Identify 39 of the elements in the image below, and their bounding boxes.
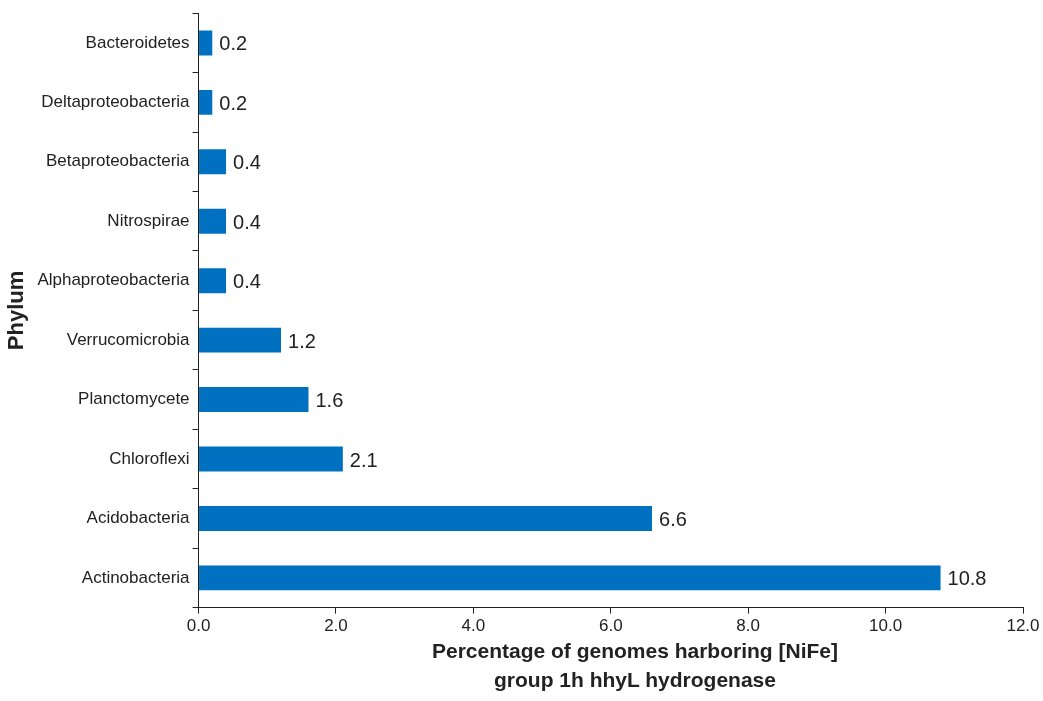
bar — [199, 149, 227, 175]
y-tick-label: Nitrospirae — [107, 210, 190, 230]
data-label: 2.1 — [349, 448, 378, 471]
y-tick-label: Betaproteobacteria — [45, 151, 191, 171]
x-axis-title: Percentage of genomes harboring [NiFe] group 1h hhyL hydrogenase — [430, 638, 840, 693]
data-label: 0.4 — [233, 151, 261, 174]
y-tick-label: Bacteroidetes — [85, 32, 190, 52]
x-tick-label: 12.0 — [1006, 616, 1040, 636]
bar — [199, 327, 282, 353]
data-label: 0.2 — [219, 91, 248, 114]
y-tick-label: Planctomycete — [78, 389, 190, 409]
bar — [199, 565, 941, 591]
bar — [199, 505, 652, 531]
y-tick-label: Deltaproteobacteria — [41, 92, 191, 112]
x-tick-label: 2.0 — [324, 616, 348, 636]
x-tick-label: 0.0 — [186, 616, 211, 636]
y-tick-label: Chloroflexi — [109, 448, 190, 468]
bar — [199, 387, 309, 413]
y-axis-title: Phylum — [3, 270, 29, 351]
bar — [199, 208, 227, 234]
data-label: 0.4 — [233, 210, 261, 233]
y-tick-label: Acidobacteria — [86, 508, 191, 528]
data-label: 0.4 — [233, 270, 261, 293]
data-label: 1.6 — [315, 389, 344, 412]
data-label: 1.2 — [288, 329, 316, 352]
y-tick-label: Alphaproteobacteria — [37, 270, 191, 290]
data-label: 6.6 — [659, 507, 687, 530]
data-label: 10.8 — [947, 567, 987, 590]
y-tick-label: Verrucomicrobia — [66, 329, 191, 349]
x-tick-label: 10.0 — [869, 616, 903, 636]
bar — [199, 268, 227, 294]
data-label: 0.2 — [219, 32, 248, 55]
x-tick-label: 4.0 — [461, 616, 486, 636]
x-tick-label: 8.0 — [736, 616, 761, 636]
bar — [199, 30, 213, 56]
bar — [199, 446, 343, 472]
y-tick-label: Actinobacteria — [81, 567, 191, 587]
bar — [199, 89, 213, 115]
x-tick-label: 6.0 — [598, 616, 623, 636]
